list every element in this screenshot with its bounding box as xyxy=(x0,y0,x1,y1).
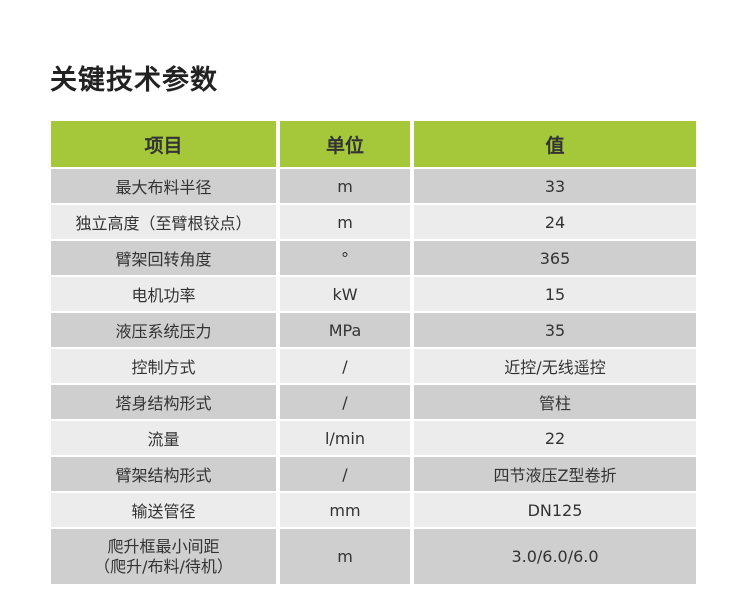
table-row: 液压系统压力 MPa 35 xyxy=(51,313,696,347)
cell-unit: kW xyxy=(280,277,410,311)
cell-value: 24 xyxy=(414,205,696,239)
cell-item: 控制方式 xyxy=(51,349,276,383)
header-unit: 单位 xyxy=(280,121,410,167)
cell-unit: m xyxy=(280,205,410,239)
cell-unit: MPa xyxy=(280,313,410,347)
cell-unit: / xyxy=(280,385,410,419)
cell-unit: mm xyxy=(280,493,410,527)
cell-item: 塔身结构形式 xyxy=(51,385,276,419)
cell-item: 臂架结构形式 xyxy=(51,457,276,491)
table-row: 独立高度（至臂根铰点） m 24 xyxy=(51,205,696,239)
cell-item: 爬升框最小间距 （爬升/布料/待机） xyxy=(51,529,276,584)
cell-item: 独立高度（至臂根铰点） xyxy=(51,205,276,239)
table-row: 电机功率 kW 15 xyxy=(51,277,696,311)
cell-unit: m xyxy=(280,529,410,584)
cell-value: 22 xyxy=(414,421,696,455)
cell-text-line: （爬升/布料/待机） xyxy=(94,556,233,576)
cell-unit: l/min xyxy=(280,421,410,455)
cell-unit: m xyxy=(280,169,410,203)
table-row: 爬升框最小间距 （爬升/布料/待机） m 3.0/6.0/6.0 xyxy=(51,529,696,584)
page-title: 关键技术参数 xyxy=(50,65,218,96)
cell-value: 15 xyxy=(414,277,696,311)
table-row: 塔身结构形式 / 管柱 xyxy=(51,385,696,419)
cell-value: 3.0/6.0/6.0 xyxy=(414,529,696,584)
table-row: 最大布料半径 m 33 xyxy=(51,169,696,203)
cell-value: 近控/无线遥控 xyxy=(414,349,696,383)
cell-item: 流量 xyxy=(51,421,276,455)
cell-value: 管柱 xyxy=(414,385,696,419)
cell-item: 臂架回转角度 xyxy=(51,241,276,275)
table-row: 控制方式 / 近控/无线遥控 xyxy=(51,349,696,383)
table-row: 臂架结构形式 / 四节液压Z型卷折 xyxy=(51,457,696,491)
header-item: 项目 xyxy=(51,121,276,167)
cell-value: 33 xyxy=(414,169,696,203)
table-header: 项目 单位 值 xyxy=(51,121,696,167)
cell-unit: / xyxy=(280,457,410,491)
cell-item: 电机功率 xyxy=(51,277,276,311)
parameters-table: 项目 单位 值 最大布料半径 m 33 独立高度（至臂根铰点） m 24 臂架回转角度 ° 36… xyxy=(47,119,700,586)
cell-item: 最大布料半径 xyxy=(51,169,276,203)
cell-text-line: 爬升框最小间距 xyxy=(107,536,220,556)
cell-value: 365 xyxy=(414,241,696,275)
table-row: 流量 l/min 22 xyxy=(51,421,696,455)
cell-unit: ° xyxy=(280,241,410,275)
cell-item: 液压系统压力 xyxy=(51,313,276,347)
table-row: 输送管径 mm DN125 xyxy=(51,493,696,527)
cell-value: 四节液压Z型卷折 xyxy=(414,457,696,491)
cell-unit: / xyxy=(280,349,410,383)
header-value: 值 xyxy=(414,121,696,167)
table-row: 臂架回转角度 ° 365 xyxy=(51,241,696,275)
cell-value: DN125 xyxy=(414,493,696,527)
cell-item: 输送管径 xyxy=(51,493,276,527)
cell-value: 35 xyxy=(414,313,696,347)
